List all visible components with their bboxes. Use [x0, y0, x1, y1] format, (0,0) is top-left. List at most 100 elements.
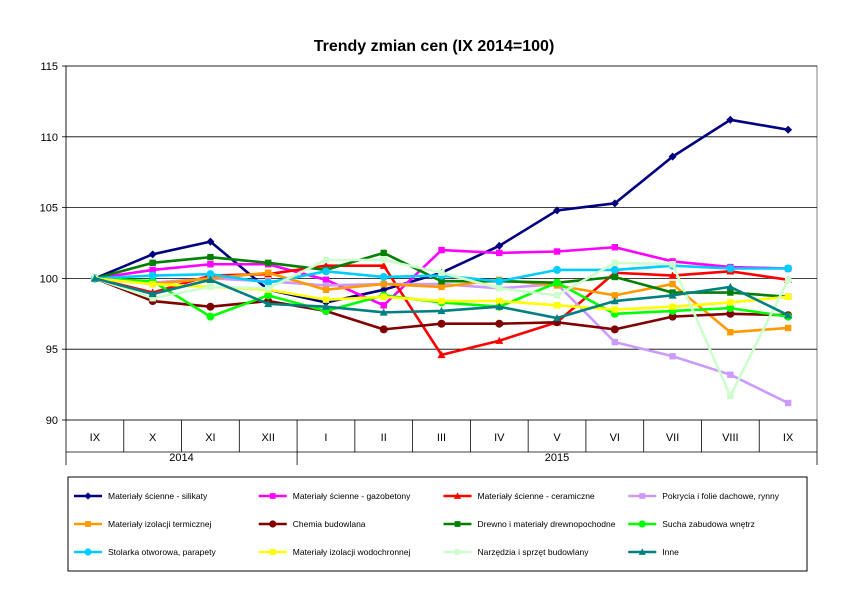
data-point: [727, 371, 734, 378]
legend-swatch-marker: [84, 492, 92, 500]
data-point: [380, 293, 387, 301]
data-point: [784, 311, 793, 319]
data-point: [322, 256, 330, 264]
legend-label: Chemia budowlana: [293, 519, 366, 529]
data-point: [322, 282, 330, 289]
data-point: [148, 271, 157, 280]
data-point: [610, 265, 619, 274]
legend-swatch-marker: [269, 549, 276, 555]
legend-label: Inne: [662, 547, 679, 557]
data-point: [611, 244, 619, 251]
data-point: [206, 302, 215, 311]
series-group: [90, 274, 793, 334]
data-point: [438, 297, 445, 305]
data-point: [206, 275, 215, 284]
legend-item: Sucha zabudowa wnętrz: [628, 519, 755, 529]
data-point: [149, 280, 156, 288]
data-point: [438, 246, 445, 254]
data-point: [322, 276, 330, 284]
legend-label: Materiały izolacji wodochronnej: [293, 547, 411, 557]
x-tick-label: IX: [90, 432, 101, 444]
x-tick-label: VII: [666, 432, 679, 444]
data-point: [207, 253, 214, 261]
x-tick-label: VI: [610, 432, 620, 444]
data-point: [668, 291, 677, 299]
x-tick-label: VIII: [722, 432, 739, 444]
data-point: [321, 267, 330, 276]
legend-label: Pokrycia i folie dachowe, rynny: [662, 491, 779, 501]
legend-item: Stolarka otworowa, parapety: [74, 547, 216, 557]
data-point: [726, 264, 735, 273]
data-point: [380, 302, 387, 309]
data-point: [495, 277, 504, 286]
y-tick-label: 90: [46, 415, 58, 427]
data-point: [727, 289, 734, 296]
data-point: [379, 272, 388, 281]
legend-item: Materiały ścienne - gazobetony: [258, 491, 411, 501]
data-point: [553, 314, 562, 322]
data-point: [495, 319, 504, 328]
chart-title: Trendy zmian cen (IX 2014=100): [314, 38, 555, 55]
data-point: [322, 296, 330, 303]
data-point: [784, 324, 792, 332]
data-point: [90, 274, 99, 282]
data-point: [438, 283, 445, 291]
legend-swatch-marker: [454, 549, 461, 555]
legend-item: Drewno i materiały drewnopochodne: [443, 519, 616, 529]
data-point: [726, 309, 735, 318]
data-point: [784, 125, 793, 134]
legend-item: Inne: [628, 547, 679, 557]
x-tick-label: III: [437, 432, 446, 444]
data-point: [148, 289, 157, 298]
data-point: [206, 237, 215, 246]
data-point: [553, 292, 561, 299]
x-tick-label: V: [553, 432, 561, 444]
data-point: [726, 304, 735, 313]
y-tick-label: 105: [40, 203, 58, 215]
legend-label: Materiały ścienne - gazobetony: [293, 491, 411, 501]
legend-label: Materiały izolacji termicznej: [108, 519, 212, 529]
data-point: [610, 199, 619, 208]
data-point: [784, 399, 792, 407]
legend-swatch-marker: [269, 520, 277, 528]
data-point: [610, 297, 619, 305]
data-point: [437, 319, 446, 328]
data-point: [264, 285, 272, 292]
legend-item: Pokrycia i folie dachowe, rynny: [628, 491, 780, 501]
data-point: [495, 336, 504, 344]
data-point: [264, 259, 272, 267]
legend-swatch-marker: [638, 548, 646, 555]
data-point: [149, 295, 156, 302]
legend-swatch-marker: [638, 520, 646, 528]
data-point: [437, 306, 446, 315]
year-label: 2015: [545, 452, 569, 464]
legend-swatch-marker: [85, 521, 91, 527]
legend-item: Narzędzia i sprzęt budowlany: [443, 547, 589, 557]
y-tick-label: 100: [40, 273, 58, 285]
data-point: [668, 271, 677, 279]
x-tick-label: XII: [261, 432, 274, 444]
data-point: [553, 265, 562, 274]
data-point: [321, 302, 330, 310]
data-point: [668, 312, 677, 321]
data-point: [149, 266, 156, 274]
x-tick-label: X: [149, 432, 157, 444]
data-point: [553, 278, 562, 287]
legend: [67, 476, 808, 572]
data-point: [379, 285, 388, 294]
legend-swatch-marker: [453, 492, 462, 499]
data-point: [437, 350, 446, 359]
data-point: [611, 338, 619, 346]
legend-swatch-marker: [454, 521, 461, 527]
data-point: [669, 303, 676, 310]
data-point: [379, 325, 388, 334]
data-point: [553, 302, 561, 309]
data-point: [207, 283, 214, 291]
legend-item: Chemia budowlana: [258, 519, 366, 529]
data-point: [726, 115, 735, 124]
legend-label: Drewno i materiały drewnopochodne: [478, 519, 616, 529]
data-point: [610, 325, 619, 334]
data-point: [264, 269, 272, 276]
legend-label: Sucha zabudowa wnętrz: [662, 519, 755, 529]
